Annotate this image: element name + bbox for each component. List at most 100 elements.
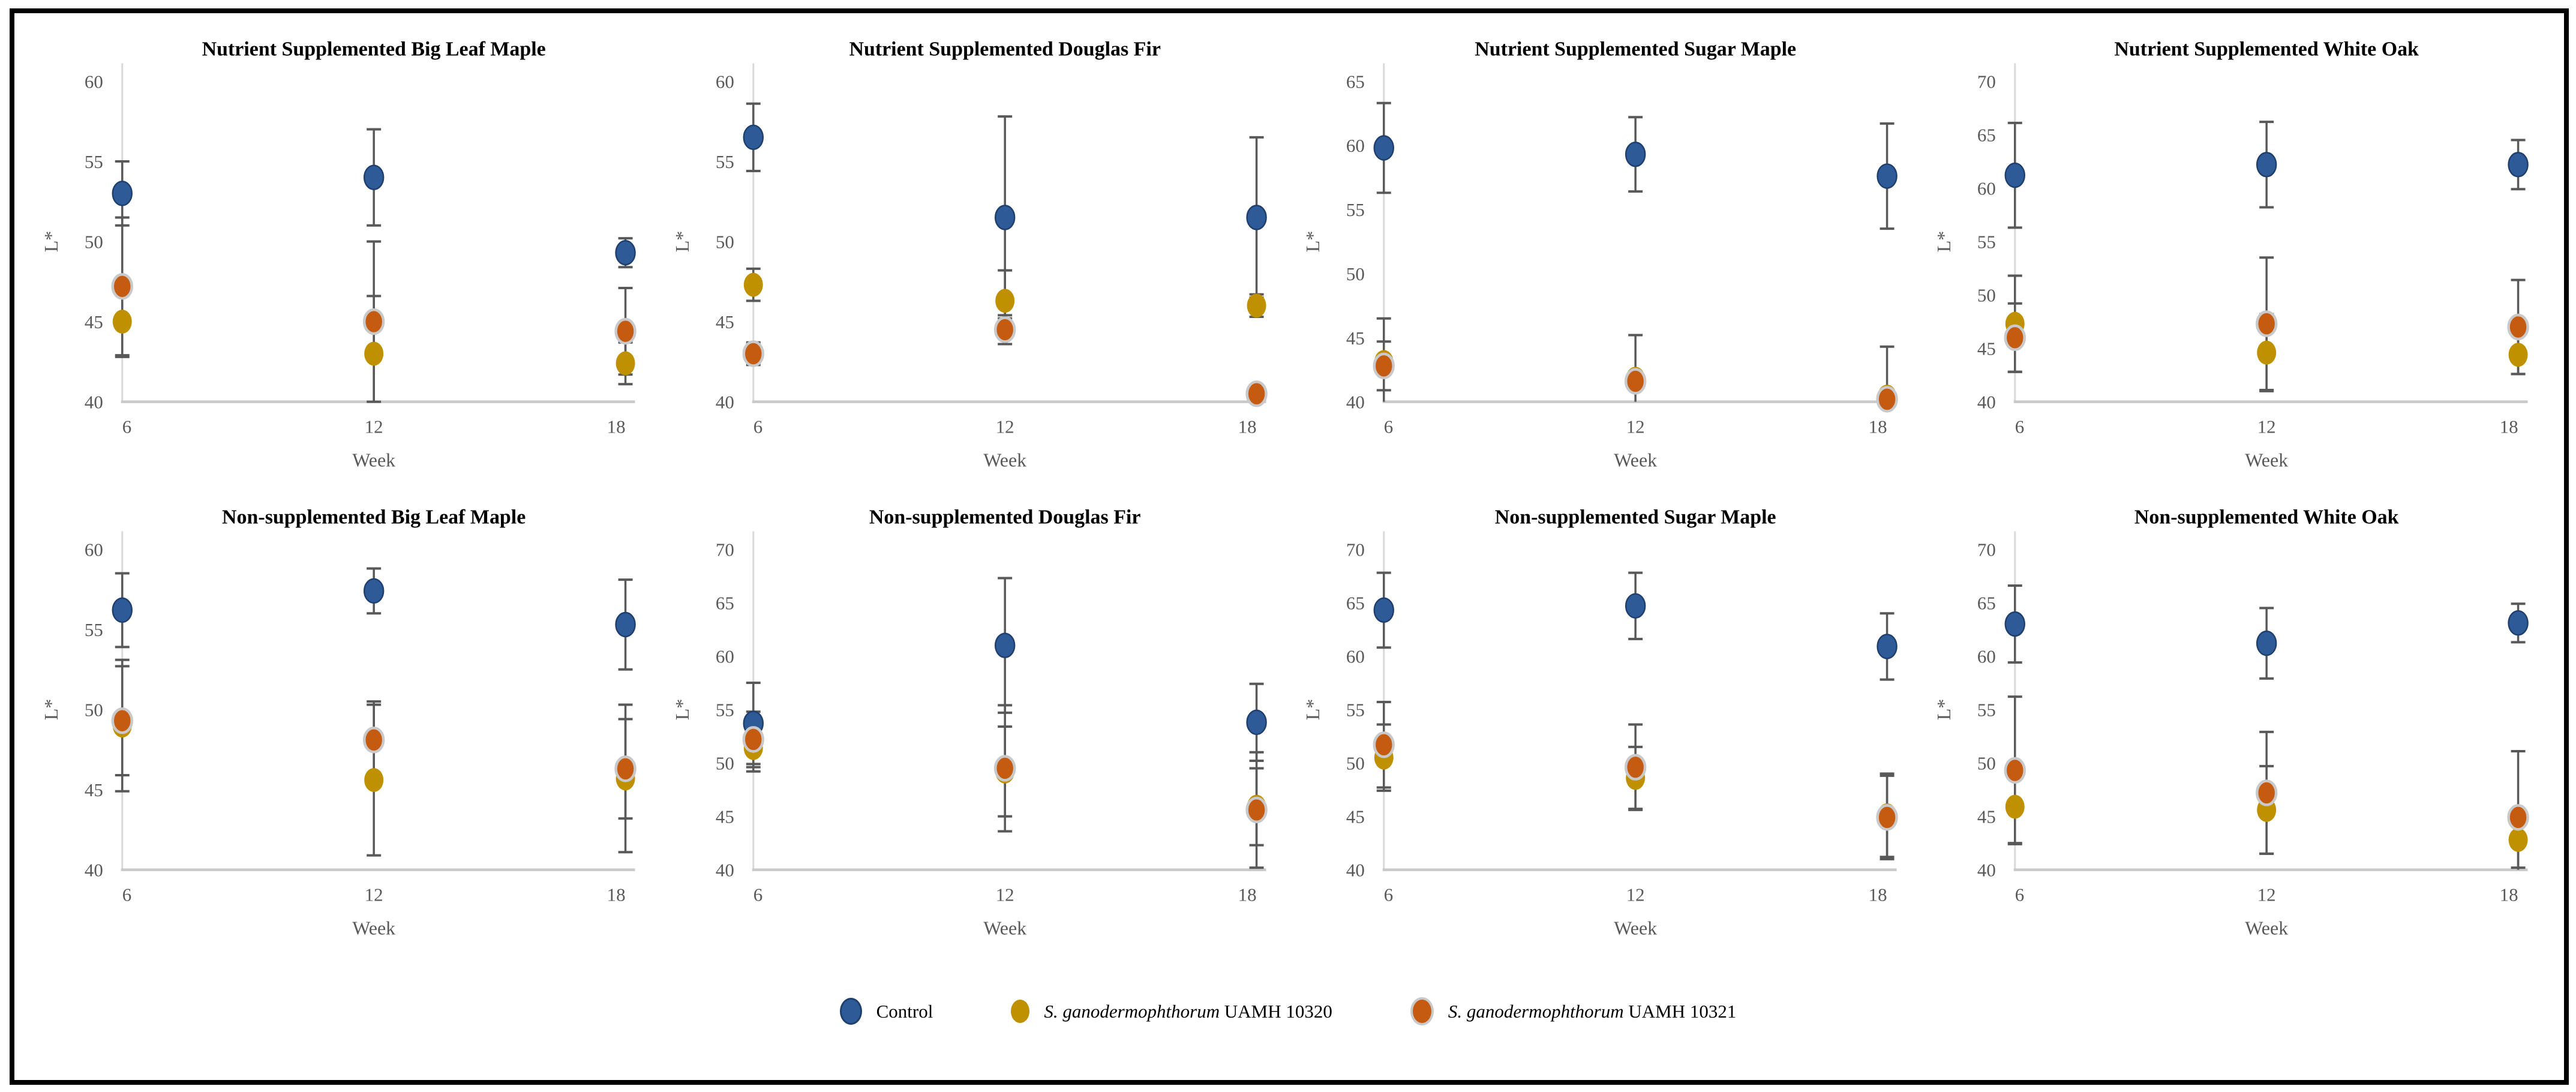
x-tick-label: 18 xyxy=(2499,884,2518,905)
x-axis-label: Week xyxy=(352,449,395,470)
chart-non-supplemented-sugar-maple: Non-supplemented Sugar Maple 40 45 50 55 60 65… xyxy=(1302,506,1898,938)
x-tick-label: 12 xyxy=(2257,416,2275,437)
data-point-control xyxy=(2256,630,2277,656)
data-point-uamh10321 xyxy=(1373,352,1395,380)
chart-cell-non-supplemented-big-leaf-maple: Non-supplemented Big Leaf Maple 40 45 50 55 6… xyxy=(26,484,657,952)
charts-grid: Nutrient Supplemented Big Leaf Maple 40 45… xyxy=(26,16,2550,952)
x-axis-label: Week xyxy=(352,917,395,938)
data-point-uamh10321 xyxy=(742,726,764,753)
legend-label-control: Control xyxy=(876,1001,933,1022)
uamh10321-marker-icon xyxy=(1410,997,1434,1025)
y-tick-label: 40 xyxy=(85,392,103,413)
y-tick-label: 70 xyxy=(715,539,734,560)
y-tick-label: 65 xyxy=(1977,124,1995,145)
x-tick-label: 12 xyxy=(1626,416,1645,437)
data-point-uamh10321 xyxy=(1624,754,1647,781)
chart-title: Non-supplemented Sugar Maple xyxy=(1495,506,1776,528)
y-tick-label: 45 xyxy=(85,311,103,332)
data-point-uamh10321 xyxy=(1373,731,1395,758)
x-tick-label: 6 xyxy=(2014,884,2023,905)
data-point-uamh10321 xyxy=(742,340,764,367)
data-point-control xyxy=(2004,611,2025,637)
x-axis-label: Week xyxy=(2245,449,2288,470)
chart-cell-nutrient-supplemented-big-leaf-maple: Nutrient Supplemented Big Leaf Maple 40 45… xyxy=(26,16,657,484)
data-point-control xyxy=(1625,593,1646,619)
data-point-uamh10320 xyxy=(995,289,1014,313)
y-tick-label: 55 xyxy=(1346,700,1365,721)
data-point-control xyxy=(1625,141,1646,167)
chart-cell-nutrient-supplemented-white-oak: Nutrient Supplemented White Oak 40 45 50 55 6… xyxy=(1919,16,2550,484)
x-tick-label: 6 xyxy=(753,416,762,437)
data-point-uamh10321 xyxy=(1624,368,1647,395)
data-point-uamh10320 xyxy=(2256,340,2276,365)
y-tick-label: 65 xyxy=(1346,71,1365,92)
y-tick-label: 40 xyxy=(85,860,103,881)
y-tick-label: 40 xyxy=(715,860,734,881)
y-tick-label: 50 xyxy=(1977,285,1995,306)
data-point-uamh10320 xyxy=(364,768,384,793)
y-tick-label: 45 xyxy=(1977,338,1995,359)
data-point-control xyxy=(2507,152,2529,178)
chart-cell-nutrient-supplemented-douglas-fir: Nutrient Supplemented Douglas Fir 40 45 50 5… xyxy=(657,16,1289,484)
legend-item-uamh10320: S. ganodermophthorum UAMH 10320 xyxy=(1011,1000,1332,1023)
chart-title: Non-supplemented Douglas Fir xyxy=(869,506,1140,528)
y-tick-label: 45 xyxy=(715,311,734,332)
data-point-control xyxy=(2507,610,2529,636)
legend-label-italic: S. ganodermophthorum xyxy=(1448,1000,1624,1022)
legend-item-uamh10321: S. ganodermophthorum UAMH 10321 xyxy=(1410,997,1736,1025)
data-point-uamh10321 xyxy=(1876,804,1898,831)
chart-non-supplemented-douglas-fir: Non-supplemented Douglas Fir 40 45 50 55 60 65… xyxy=(671,506,1268,938)
data-point-control xyxy=(363,578,385,604)
x-tick-label: 12 xyxy=(2257,884,2275,905)
data-point-uamh10320 xyxy=(2005,794,2025,819)
chart-non-supplemented-white-oak: Non-supplemented White Oak 40 45 50 55 60 65 70… xyxy=(1933,506,2529,938)
data-point-uamh10320 xyxy=(2508,343,2528,367)
legend-label-uamh10320: S. ganodermophthorum UAMH 10320 xyxy=(1044,1001,1332,1022)
x-axis-label: Week xyxy=(1614,917,1657,938)
data-point-control xyxy=(615,611,636,638)
data-point-uamh10321 xyxy=(1245,380,1268,407)
y-tick-label: 70 xyxy=(1977,71,1995,92)
x-tick-label: 6 xyxy=(1384,884,1393,905)
y-tick-label: 45 xyxy=(715,806,734,827)
y-tick-label: 70 xyxy=(1977,539,1995,560)
chart-nutrient-supplemented-big-leaf-maple: Nutrient Supplemented Big Leaf Maple 40 45… xyxy=(41,38,637,470)
data-point-uamh10321 xyxy=(362,727,385,754)
data-point-uamh10321 xyxy=(2004,324,2026,352)
x-tick-label: 12 xyxy=(995,416,1014,437)
data-point-uamh10321 xyxy=(2506,804,2529,831)
uamh10320-marker-icon xyxy=(1011,1000,1030,1023)
y-tick-label: 45 xyxy=(1977,806,1995,827)
y-tick-label: 55 xyxy=(715,151,734,172)
chart-cell-non-supplemented-douglas-fir: Non-supplemented Douglas Fir 40 45 50 55 60 65… xyxy=(657,484,1289,952)
y-tick-label: 55 xyxy=(1977,700,1995,721)
y-tick-label: 60 xyxy=(1346,646,1365,667)
chart-nutrient-supplemented-white-oak: Nutrient Supplemented White Oak 40 45 50 55 6… xyxy=(1933,38,2529,470)
chart-non-supplemented-big-leaf-maple: Non-supplemented Big Leaf Maple 40 45 50 55 6… xyxy=(41,506,637,938)
y-tick-label: 60 xyxy=(85,539,103,560)
control-marker-icon xyxy=(839,998,862,1025)
data-point-uamh10320 xyxy=(1247,293,1266,318)
y-tick-label: 50 xyxy=(1346,753,1365,774)
data-point-uamh10320 xyxy=(112,310,132,334)
data-point-control xyxy=(112,181,133,206)
data-point-uamh10321 xyxy=(111,273,133,300)
x-axis-label: Week xyxy=(2245,917,2288,938)
data-point-uamh10321 xyxy=(1245,796,1268,824)
data-point-uamh10321 xyxy=(2255,310,2277,337)
data-point-control xyxy=(994,205,1015,230)
data-point-control xyxy=(1877,634,1898,659)
chart-title: Non-supplemented Big Leaf Maple xyxy=(222,506,526,528)
chart-title: Nutrient Supplemented Douglas Fir xyxy=(849,38,1160,60)
y-tick-label: 60 xyxy=(1977,178,1995,199)
data-point-uamh10321 xyxy=(2255,779,2277,806)
y-tick-label: 65 xyxy=(1977,592,1995,613)
x-tick-label: 12 xyxy=(365,416,383,437)
y-tick-label: 60 xyxy=(1346,135,1365,156)
y-axis-label: L* xyxy=(671,231,692,252)
chart-title: Non-supplemented White Oak xyxy=(2134,506,2398,528)
data-point-uamh10321 xyxy=(111,707,133,734)
data-point-control xyxy=(1373,597,1394,623)
x-tick-label: 6 xyxy=(2014,416,2023,437)
